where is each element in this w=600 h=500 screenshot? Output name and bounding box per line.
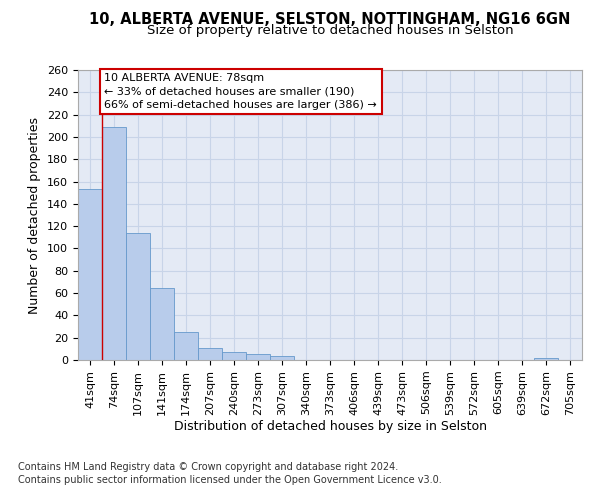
Y-axis label: Number of detached properties: Number of detached properties <box>28 116 41 314</box>
Bar <box>534 358 558 360</box>
Bar <box>174 332 198 360</box>
Text: Contains public sector information licensed under the Open Government Licence v3: Contains public sector information licen… <box>18 475 442 485</box>
Bar <box>126 233 150 360</box>
Text: Contains HM Land Registry data © Crown copyright and database right 2024.: Contains HM Land Registry data © Crown c… <box>18 462 398 472</box>
X-axis label: Distribution of detached houses by size in Selston: Distribution of detached houses by size … <box>173 420 487 434</box>
Bar <box>78 190 102 360</box>
Bar <box>222 352 246 360</box>
Text: 10, ALBERTA AVENUE, SELSTON, NOTTINGHAM, NG16 6GN: 10, ALBERTA AVENUE, SELSTON, NOTTINGHAM,… <box>89 12 571 28</box>
Bar <box>198 348 222 360</box>
Text: 10 ALBERTA AVENUE: 78sqm
← 33% of detached houses are smaller (190)
66% of semi-: 10 ALBERTA AVENUE: 78sqm ← 33% of detach… <box>104 74 377 110</box>
Bar <box>246 354 270 360</box>
Text: Size of property relative to detached houses in Selston: Size of property relative to detached ho… <box>146 24 514 37</box>
Bar <box>150 288 174 360</box>
Bar <box>102 127 126 360</box>
Bar <box>270 356 294 360</box>
